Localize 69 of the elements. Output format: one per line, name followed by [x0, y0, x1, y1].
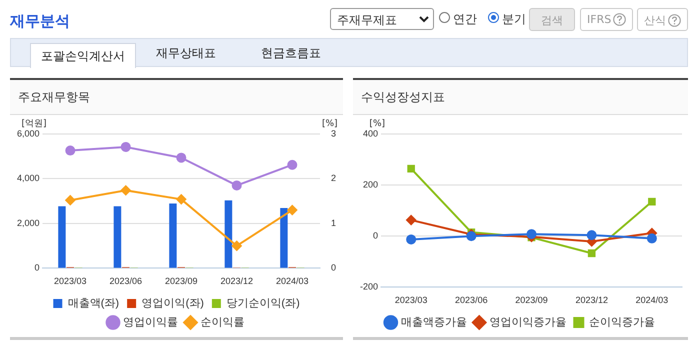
y2-tick-label: 2	[330, 173, 336, 184]
point	[120, 142, 131, 152]
text: 재무상태표	[156, 45, 216, 62]
x-tick-label: 2023/03	[54, 276, 87, 286]
legend-label: 영업이익증가율	[489, 316, 566, 329]
y-tick-label: 200	[362, 180, 378, 190]
y-tick-label: 0	[373, 230, 378, 241]
point	[65, 146, 76, 156]
x-tick-label: 2024/03	[636, 295, 668, 306]
chart-title: 수익성장성지표	[353, 80, 688, 115]
point	[646, 233, 657, 244]
y-tick-label: 6,000	[16, 128, 40, 138]
point	[176, 152, 186, 163]
y-tick-label: 0	[34, 262, 40, 273]
y2-tick-label: 1	[330, 218, 336, 228]
x-tick-label: 2023/12	[220, 276, 254, 286]
y-axis-title: [억원]	[21, 118, 47, 129]
chart-title: 주요재무항목	[10, 80, 343, 115]
bar	[224, 200, 232, 268]
point	[406, 234, 416, 244]
x-tick-label: 2024/03	[276, 276, 309, 286]
x-tick-label: 2023/03	[394, 295, 428, 306]
text: 현금흐름표	[261, 45, 321, 62]
point	[287, 205, 298, 216]
x-tick-label: 2023/06	[109, 276, 142, 286]
bar	[114, 206, 122, 268]
point	[466, 231, 476, 242]
legend-label: 매출액증가율	[400, 316, 467, 329]
legend-label: 영업이익(좌)	[142, 298, 204, 310]
x-tick-label: 2023/12	[575, 295, 608, 306]
text: 재무분석	[10, 12, 70, 31]
point	[407, 164, 415, 173]
point	[65, 195, 76, 206]
text: 분기	[502, 11, 526, 28]
point	[232, 240, 242, 251]
legend-label: 매출액(좌)	[68, 298, 120, 310]
text: 연간	[453, 11, 477, 28]
legend-label: 순이익률	[200, 316, 244, 329]
text: 포괄손익계산서	[30, 43, 136, 68]
y-tick-label: 4,000	[16, 173, 40, 184]
text: 주재무제표	[330, 8, 434, 30]
legend-label: 순이익증가율	[588, 316, 655, 329]
text: IFRS	[580, 8, 634, 31]
point	[586, 230, 597, 240]
text: 산식	[637, 8, 688, 31]
bar	[169, 204, 177, 268]
y-tick-label: 2,000	[16, 218, 40, 228]
point	[648, 198, 656, 206]
y-tick-label: -200	[360, 282, 378, 292]
point	[120, 185, 131, 196]
point	[588, 249, 596, 258]
legend-label: 당기순이익(좌)	[226, 298, 300, 310]
point	[526, 229, 537, 240]
x-tick-label: 2023/09	[515, 295, 548, 306]
x-tick-label: 2023/06	[455, 295, 488, 306]
y-axis-title: [%]	[369, 118, 386, 129]
bar	[58, 206, 66, 268]
legend-label: 영업이익률	[123, 316, 178, 329]
point	[176, 194, 186, 204]
bar	[280, 208, 288, 268]
y-tick-label: 400	[362, 128, 378, 138]
point	[406, 215, 416, 226]
text: 검색	[529, 8, 575, 31]
y2-tick-label: 3	[330, 128, 336, 138]
point	[287, 160, 298, 170]
y2-axis-title: [%]	[322, 118, 338, 129]
point	[232, 180, 242, 190]
y2-tick-label: 0	[330, 262, 336, 273]
x-tick-label: 2023/09	[164, 276, 198, 286]
